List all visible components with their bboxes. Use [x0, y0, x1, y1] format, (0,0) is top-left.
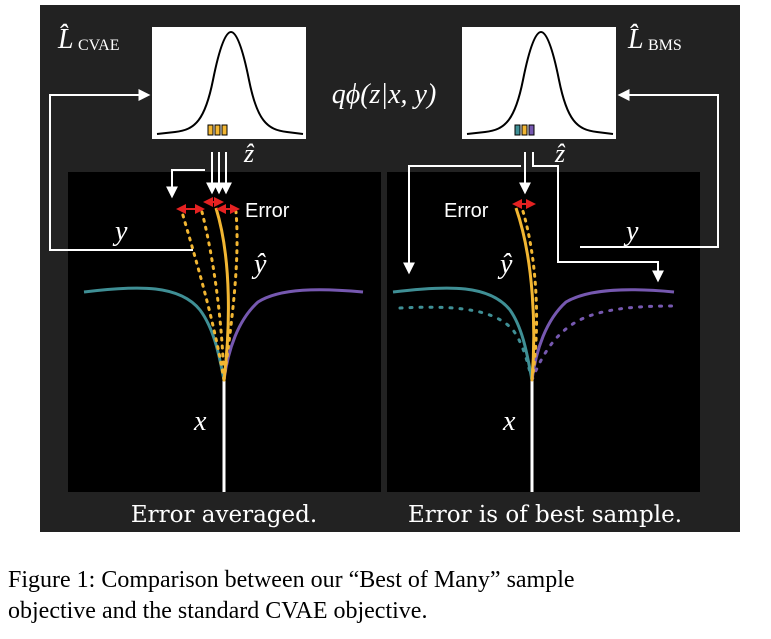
right-distribution-box: [462, 27, 616, 139]
right-feedback-arrow: [580, 89, 719, 248]
left-sample-dotted-1: [180, 210, 226, 382]
right-loss-label: L̂: [627, 24, 644, 55]
left-purple-curve: [222, 288, 364, 381]
right-sample-2: [521, 124, 528, 136]
left-sample-2: [214, 124, 221, 136]
left-sample-dotted-2: [222, 210, 239, 382]
right-error-label: Error: [444, 200, 489, 222]
right-footer: Error is of best sample.: [408, 502, 682, 528]
left-sample-dotted-3: [200, 210, 226, 382]
caption-line-1: Figure 1: Comparison between our “Best o…: [8, 567, 575, 593]
right-sample-1: [514, 124, 521, 136]
left-sample-3: [221, 124, 228, 136]
right-purple-dotted: [530, 304, 674, 382]
figure-caption: Figure 1: Comparison between our “Best o…: [8, 565, 768, 627]
right-x-label: x: [502, 406, 516, 437]
right-teal-curve: [392, 286, 534, 381]
right-loss-subscript: BMS: [648, 37, 682, 54]
posterior-label: qϕ(z|x, y): [332, 79, 437, 110]
left-sample-1: [207, 124, 214, 136]
left-zhat-label: ẑ: [243, 139, 255, 168]
left-side-arrow: [166, 169, 205, 199]
right-y-label: y: [623, 216, 639, 247]
left-x-label: x: [193, 406, 207, 437]
right-side-arrow-right: [532, 152, 664, 283]
left-footer: Error averaged.: [131, 502, 317, 528]
right-purple-curve: [530, 288, 675, 381]
right-side-arrow-left: [403, 165, 521, 275]
left-feedback-arrow: [49, 89, 193, 251]
left-loss-label: L̂: [57, 24, 74, 55]
left-error-label: Error: [245, 200, 290, 222]
left-yhat-label: ŷ: [251, 249, 267, 280]
left-y-label: y: [112, 216, 128, 247]
right-yhat-label: ŷ: [497, 249, 513, 280]
right-teal-dotted: [398, 305, 534, 382]
right-zhat-label: ẑ: [554, 139, 566, 168]
right-yhat-curve: [514, 207, 536, 381]
right-gaussian-curve: [466, 30, 614, 135]
right-sample-dotted: [520, 206, 539, 382]
left-loss-subscript: CVAE: [78, 37, 120, 54]
left-gaussian-curve: [156, 30, 304, 135]
caption-line-2: objective and the standard CVAE objectiv…: [8, 598, 428, 624]
left-distribution-box: [152, 27, 306, 139]
right-sample-3: [528, 124, 535, 136]
